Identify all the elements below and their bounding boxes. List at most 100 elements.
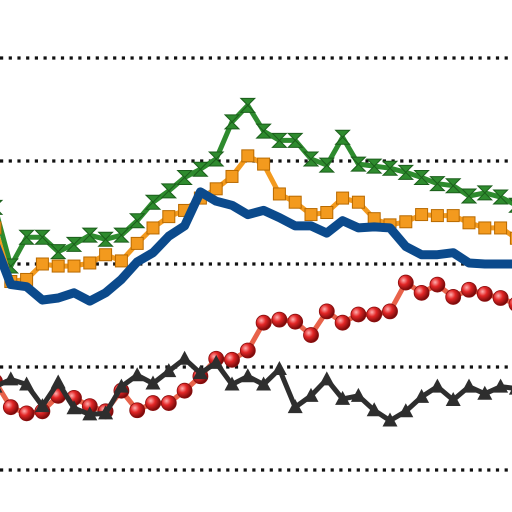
series-2-line [0, 187, 512, 306]
series-4-point-25 [382, 412, 398, 427]
series-1-point-15 [225, 169, 239, 183]
series-0-point-4 [49, 244, 67, 260]
series-3-point-2 [18, 405, 35, 422]
series-1-point-11 [162, 210, 176, 224]
series-0-point-5 [65, 236, 83, 252]
series-1 [0, 149, 512, 289]
series-4-point-21 [319, 371, 335, 386]
series-0-point-13 [192, 161, 209, 177]
series-3-point-19 [287, 313, 304, 330]
series-1-point-30 [462, 216, 476, 230]
series-4-point-6 [82, 406, 98, 421]
series-1-point-33 [509, 231, 512, 245]
series-1-point-6 [83, 256, 97, 270]
series-4-point-22 [335, 390, 351, 405]
series-3-point-28 [429, 276, 446, 293]
series-3-point-25 [382, 303, 398, 320]
series-0-point-30 [460, 188, 478, 204]
gridlines [0, 56, 512, 472]
series-1-point-3 [35, 257, 49, 271]
series-4-point-15 [224, 376, 240, 391]
series-1-point-31 [478, 221, 492, 235]
series-0-point-12 [176, 169, 193, 185]
series-0 [0, 97, 512, 274]
series-4-point-23 [350, 387, 366, 402]
series-0-point-32 [492, 189, 509, 205]
series-0-point-18 [271, 132, 288, 148]
series-4-point-26 [398, 403, 414, 418]
series-4-point-4 [50, 374, 66, 389]
series-3-point-10 [145, 395, 161, 411]
series-3-point-16 [239, 342, 256, 359]
series-3-line [0, 280, 512, 416]
series-0-point-29 [444, 178, 462, 194]
series-1-point-29 [446, 209, 460, 223]
series-4-point-18 [271, 361, 287, 376]
series-0-point-2 [18, 229, 35, 245]
series-1-point-8 [114, 254, 128, 268]
series-0-point-28 [429, 176, 446, 192]
series-3-point-26 [397, 274, 414, 291]
series-0-point-22 [334, 129, 351, 145]
series-3-point-31 [476, 285, 493, 302]
series-4-point-28 [429, 378, 445, 393]
series-4-line [0, 356, 512, 424]
series-1-point-7 [99, 248, 113, 262]
series-1-point-23 [351, 195, 365, 209]
series-4-point-17 [256, 376, 272, 391]
series-0-point-8 [113, 227, 130, 243]
series-0-point-27 [413, 169, 430, 185]
series-4-point-20 [303, 387, 319, 402]
series-4-point-19 [287, 399, 303, 414]
series-4-point-33 [508, 388, 512, 395]
series-0-point-10 [144, 194, 162, 210]
series-2 [0, 187, 512, 306]
series-3-point-12 [176, 382, 193, 399]
series-3-point-23 [350, 306, 367, 323]
series-4-point-31 [477, 385, 493, 400]
series-4-point-13 [192, 365, 208, 380]
series-3-point-32 [492, 290, 509, 306]
series-4-point-32 [493, 378, 509, 393]
series-0-point-6 [81, 227, 99, 243]
series-1-line [0, 153, 512, 284]
series-0-point-7 [97, 231, 114, 247]
series-3-point-27 [413, 284, 430, 301]
series-0-point-31 [476, 185, 494, 201]
series-3-point-1 [2, 399, 19, 416]
series-3-point-17 [255, 314, 272, 331]
series-4 [0, 350, 512, 427]
series-0-point-17 [255, 123, 272, 139]
series-3-point-20 [303, 327, 319, 343]
series-3-point-22 [334, 314, 351, 331]
series-1-point-32 [494, 221, 508, 235]
series-4-point-12 [177, 350, 193, 365]
series-4-point-7 [98, 405, 114, 420]
series-3-point-24 [366, 306, 383, 323]
series-0-line [0, 102, 512, 269]
series-0-point-20 [302, 151, 320, 167]
series-4-point-2 [19, 376, 35, 391]
series-1-point-0 [0, 221, 2, 235]
series-3-point-9 [129, 402, 146, 419]
series-1-point-10 [146, 221, 160, 235]
series-1-point-16 [241, 149, 255, 163]
series-3-point-30 [461, 281, 477, 298]
series-4-point-14 [208, 354, 224, 369]
series-0-point-15 [223, 114, 241, 130]
series-1-point-5 [67, 259, 81, 273]
series-0-point-19 [286, 132, 304, 148]
series-1-point-17 [257, 157, 271, 171]
series-4-point-1 [3, 371, 19, 386]
series-0-point-23 [350, 156, 367, 172]
series-3-point-33 [508, 297, 512, 311]
series-1-point-27 [415, 208, 429, 222]
series-0-point-9 [128, 213, 146, 229]
series-3-point-18 [271, 311, 288, 328]
series-4-point-29 [445, 391, 461, 406]
series-4-point-27 [414, 388, 430, 403]
series-0-point-3 [34, 229, 51, 245]
series-4-point-16 [240, 368, 256, 383]
series-3-point-21 [318, 303, 335, 320]
